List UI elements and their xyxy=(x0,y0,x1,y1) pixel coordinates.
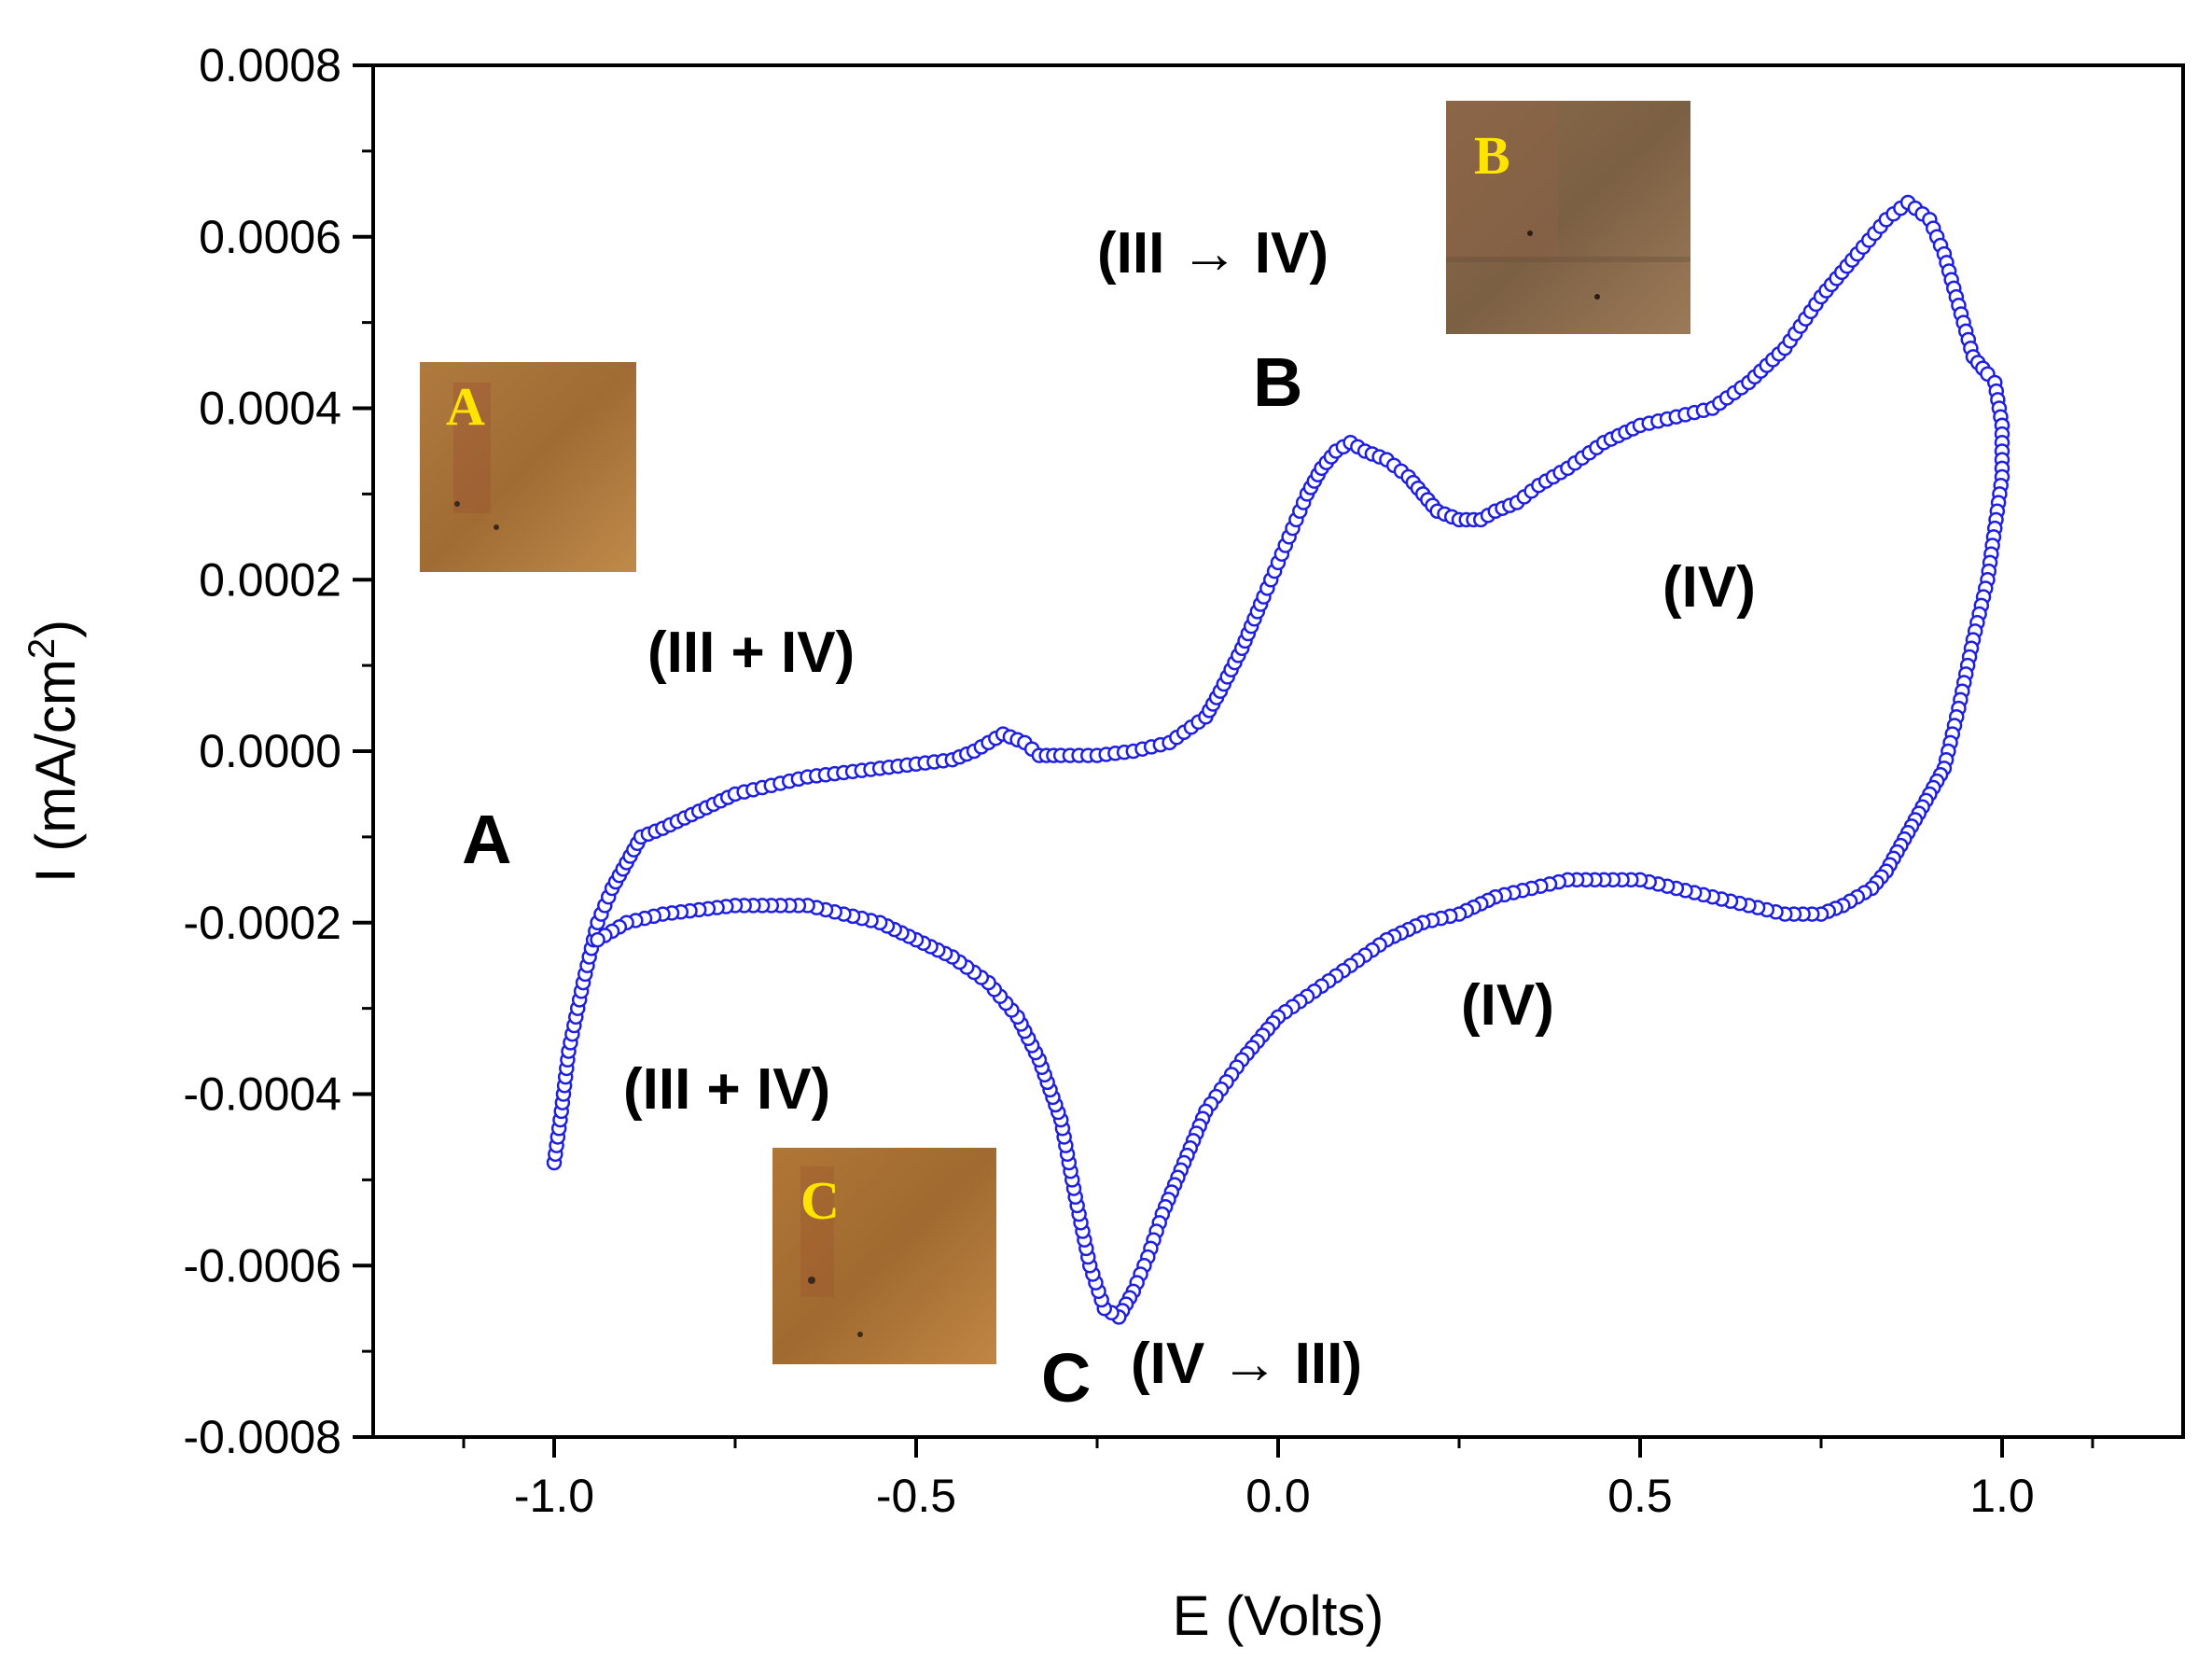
y-axis-title-end: ) xyxy=(24,620,87,638)
x-tick-label: -1.0 xyxy=(514,1470,594,1522)
data-series xyxy=(546,194,2010,1325)
x-tick-label: 0.5 xyxy=(1607,1470,1673,1522)
inset-photo-b: B xyxy=(1446,101,1690,334)
x-tick-label: -0.5 xyxy=(876,1470,956,1522)
inset-photo-c: C xyxy=(772,1148,996,1364)
x-tick-label: 1.0 xyxy=(1969,1470,2035,1522)
y-tick-label: -0.0006 xyxy=(183,1239,341,1291)
x-tick-label: 0.0 xyxy=(1245,1470,1311,1522)
y-tick-label: 0.0002 xyxy=(199,553,341,606)
annotation-ox-b: (III → IV) xyxy=(1097,221,1329,286)
y-axis-title-base: I (mA/cm xyxy=(24,659,87,883)
y-axis-title: I (mA/cm2) xyxy=(21,620,87,883)
x-axis-title: E (Volts) xyxy=(1173,1584,1384,1647)
annotation-letter-c: C xyxy=(1041,1339,1091,1417)
y-axis-title-superscript: 2 xyxy=(21,638,63,659)
y-tick-label: 0.0008 xyxy=(199,39,341,91)
y-tick-label: 0.0000 xyxy=(199,725,341,777)
y-tick-label: -0.0004 xyxy=(183,1068,341,1121)
inset-label-c: C xyxy=(800,1170,840,1231)
annotation-letter-a: A xyxy=(462,801,511,878)
inset-photo-a: A xyxy=(420,362,636,572)
y-tick-label: 0.0004 xyxy=(199,383,341,435)
annotation-mixed-lower: (III + IV) xyxy=(623,1057,830,1122)
annotation-iv-lower: (IV) xyxy=(1461,973,1554,1038)
annotation-iv-upper: (IV) xyxy=(1662,555,1756,620)
inset-label-b: B xyxy=(1474,125,1510,186)
axis-ticks xyxy=(353,63,2094,1458)
annotation-red-c: (IV → III) xyxy=(1131,1332,1362,1396)
inset-label-a: A xyxy=(446,376,485,437)
y-tick-label: -0.0008 xyxy=(183,1411,341,1463)
y-tick-label: 0.0006 xyxy=(199,211,341,263)
data-point xyxy=(590,931,605,948)
annotation-mixed-upper: (III + IV) xyxy=(647,621,855,685)
annotation-letter-b: B xyxy=(1253,343,1302,421)
y-tick-label: -0.0002 xyxy=(183,897,341,949)
axis-tick-labels: 0.0008 0.0006 0.0004 0.0002 0.0000 -0.0002 -0.… xyxy=(183,39,2034,1522)
